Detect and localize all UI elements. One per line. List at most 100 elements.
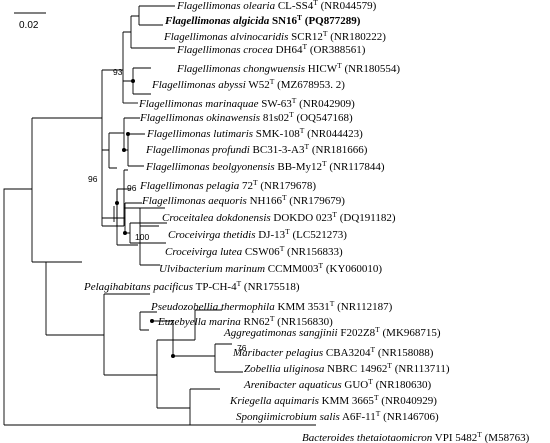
- strain: DOKDO 023: [271, 212, 333, 224]
- strain: KMM 3665: [319, 395, 375, 407]
- node-dot: [123, 231, 127, 235]
- type-strain-mark: T: [323, 29, 328, 38]
- accession: (DQ191182): [337, 212, 396, 224]
- type-strain-mark: T: [319, 261, 324, 270]
- accession: (NR180222): [328, 31, 387, 43]
- branch: [109, 167, 118, 245]
- accession: (NR117844): [327, 161, 385, 173]
- branch: [102, 32, 124, 103]
- taxon-label-pseudozobellia: Pseudozobellia thermophila KMM 3531T (NR…: [150, 299, 393, 313]
- branch: [173, 309, 222, 341]
- accession: (MK968715): [380, 327, 441, 339]
- type-strain-mark: T: [376, 409, 381, 418]
- branch: [31, 118, 46, 263]
- taxon-name: Aggregatimonas sangjinii: [223, 327, 338, 339]
- accession: (OR388561): [307, 44, 366, 56]
- node-dot: [131, 79, 135, 83]
- bootstrap-value: 100: [135, 232, 149, 242]
- taxon-label-maribacter: Maribacter pelagius CBA3204T (NR158088): [232, 345, 434, 359]
- strain: VPI 5482: [432, 432, 477, 443]
- type-strain-mark: T: [270, 314, 275, 323]
- taxon-name: Flagellimonas crocea: [176, 44, 273, 56]
- taxon-label-kriegella: Kriegella aquimaris KMM 3665T (NR040929): [229, 393, 437, 407]
- type-strain-mark: T: [322, 159, 327, 168]
- strain: TP-CH-4: [193, 281, 237, 293]
- type-strain-mark: T: [305, 142, 310, 151]
- accession: (NR181666): [309, 144, 368, 156]
- strain: CCMM003: [265, 263, 319, 275]
- type-strain-mark: T: [337, 61, 342, 70]
- type-strain-mark: T: [297, 13, 302, 22]
- node-dots: [115, 79, 175, 358]
- taxon-label-bacteroides: Bacteroides thetaiotaomicron VPI 5482T (…: [302, 430, 530, 443]
- node-dot: [171, 354, 175, 358]
- taxon-name: Euzebyella marina: [157, 316, 241, 328]
- taxon-name: Flagellimonas olearia: [176, 0, 276, 12]
- strain: RN62: [241, 316, 270, 328]
- taxon-name: Zobellia uliginosa: [244, 363, 325, 375]
- strain: HICW: [305, 63, 338, 75]
- taxon-label-lutea: Croceivirga lutea CSW06T (NR156833): [165, 244, 343, 258]
- accession: (NR112187): [334, 301, 392, 313]
- accession: (NR179678): [258, 180, 317, 192]
- node-dot: [150, 319, 154, 323]
- taxon-label-lutimaris: Flagellimonas lutimaris SMK-108T (NR0444…: [146, 126, 363, 140]
- taxon-label-pelagia: Flagellimonas pelagia 72T (NR179678): [139, 178, 316, 192]
- branch: [173, 343, 243, 373]
- node-dot: [122, 148, 126, 152]
- accession: (OQ547168): [294, 112, 353, 124]
- accession: (NR179679): [287, 195, 346, 207]
- taxon-label-marinaquae: Flagellimonas marinaquae SW-63T (NR04290…: [138, 96, 355, 110]
- taxon-label-olearia: Flagellimonas olearia CL-SS4T (NR044579): [176, 0, 377, 12]
- type-strain-mark: T: [375, 325, 380, 334]
- type-strain-mark: T: [292, 96, 297, 105]
- taxon-label-arenibacter: Arenibacter aquaticus GUOT (NR180630): [243, 377, 432, 391]
- type-strain-mark: T: [285, 227, 290, 236]
- accession: (NR044579): [318, 0, 377, 12]
- taxon-name: Croceitalea dokdonensis: [162, 212, 271, 224]
- scale-bar: 0.02: [14, 12, 46, 31]
- taxon-label-chongwuensis: Flagellimonas chongwuensis HICWT (NR1805…: [176, 61, 400, 75]
- accession: (MZ678953. 2): [274, 79, 345, 91]
- branch: [102, 202, 167, 244]
- type-strain-mark: T: [253, 178, 258, 187]
- taxon-label-abyssi: Flagellimonas abyssi W52T (MZ678953. 2): [151, 77, 345, 91]
- taxon-name: Flagellimonas pelagia: [139, 180, 240, 192]
- type-strain-mark: T: [374, 393, 379, 402]
- strain: SMK-108: [253, 128, 300, 140]
- taxon-name: Flagellimonas okinawensis: [139, 112, 260, 124]
- tree-branches: [3, 5, 316, 426]
- taxon-label-pelagihabitans: Pelagihabitans pacificus TP-CH-4T (NR175…: [83, 279, 300, 293]
- bootstrap-labels: 93 96 96 100 76: [88, 67, 247, 353]
- taxon-label-spongiimicrobium: Spongiimicrobium salis A6F-11T (NR146706…: [236, 409, 439, 423]
- type-strain-mark: T: [280, 244, 285, 253]
- taxon-label-crocea: Flagellimonas crocea DH64T (OR388561): [176, 42, 366, 56]
- strain: DJ-13: [255, 229, 285, 241]
- type-strain-mark: T: [477, 430, 482, 439]
- accession: (LC521273): [290, 229, 347, 241]
- bootstrap-value: 76: [237, 343, 247, 353]
- type-strain-mark: T: [237, 279, 242, 288]
- taxon-label-aggregatimonas: Aggregatimonas sangjinii F202Z8T (MK9687…: [223, 325, 441, 339]
- taxon-label-ulvibacterium: Ulvibacterium marinum CCMM003T (KY060010…: [159, 261, 382, 275]
- taxon-name: Spongiimicrobium salis: [236, 411, 340, 423]
- branch: [103, 293, 157, 376]
- branch: [102, 118, 125, 168]
- taxon-name: Pseudozobellia thermophila: [150, 301, 275, 313]
- taxon-label-dokdonensis: Croceitalea dokdonensis DOKDO 023T (DQ19…: [162, 210, 396, 224]
- branch: [139, 311, 157, 331]
- scale-bar-label: 0.02: [19, 20, 39, 31]
- type-strain-mark: T: [289, 110, 294, 119]
- bootstrap-value: 96: [127, 183, 137, 193]
- strain: SW-63: [258, 98, 292, 110]
- accession: (KY060010): [323, 263, 382, 275]
- type-strain-mark: T: [302, 42, 307, 51]
- taxon-name: Bacteroides thetaiotaomicron: [302, 432, 433, 443]
- branch: [152, 320, 190, 409]
- branch: [109, 167, 115, 222]
- strain: CL-SS4: [275, 0, 314, 12]
- type-strain-mark: T: [330, 299, 335, 308]
- accession: (NR156833): [284, 246, 343, 258]
- taxon-label-algicida: Flagellimonas algicida SN16T (PQ877289): [164, 13, 361, 27]
